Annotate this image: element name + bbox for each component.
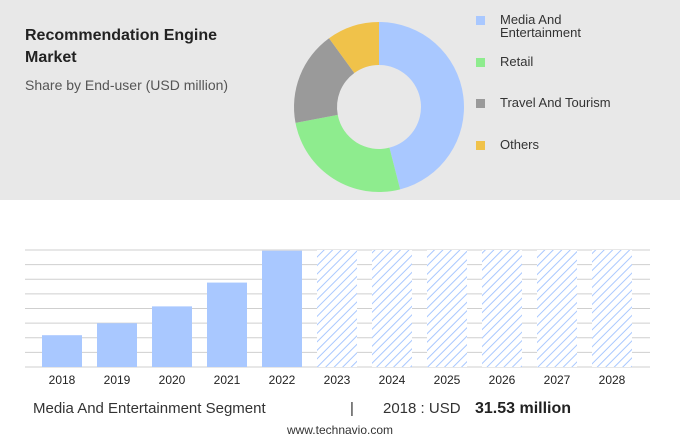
legend-item: Others <box>476 138 615 151</box>
legend-item: Retail <box>476 55 615 68</box>
legend-label: Retail <box>500 53 534 69</box>
bar <box>42 335 82 367</box>
legend-item: Media And Entertainment <box>476 13 615 39</box>
x-tick-label: 2025 <box>434 373 461 387</box>
separator: | <box>350 400 354 417</box>
value-label: 31.53 million <box>475 400 572 417</box>
legend-swatch <box>476 140 485 150</box>
bar-chart: 2018 2019 2020 2021 2022 2023 2024 2025 2026 2027… <box>25 249 650 387</box>
legend-swatch <box>476 16 485 25</box>
source: www.technavio.com <box>286 423 394 437</box>
bar <box>152 306 192 367</box>
legend-label: Media And Entertainment <box>500 12 581 40</box>
forecast-bar <box>592 250 632 367</box>
segment-label: Media And Entertainment Segment <box>33 400 266 417</box>
x-tick-label: 2028 <box>599 373 626 387</box>
x-tick-label: 2021 <box>214 373 241 387</box>
donut-slice <box>329 22 379 74</box>
x-tick-label: 2024 <box>379 373 406 387</box>
donut-chart <box>294 22 464 192</box>
donut-slice <box>295 114 401 192</box>
period-label: 2018 : USD <box>383 400 461 417</box>
forecast-bar <box>372 250 412 367</box>
legend-item: Travel And Tourism <box>476 96 615 109</box>
x-tick-label: 2023 <box>324 373 351 387</box>
legend-swatch <box>476 57 485 67</box>
donut-slice <box>294 38 355 123</box>
forecast-bar <box>317 250 357 367</box>
x-tick-label: 2026 <box>489 373 516 387</box>
x-tick-label: 2027 <box>544 373 571 387</box>
legend-swatch <box>476 99 485 108</box>
bar <box>262 250 302 367</box>
forecast-bar <box>537 250 577 367</box>
x-tick-label: 2020 <box>159 373 186 387</box>
legend-label: Others <box>500 136 540 152</box>
chart-title: Recommendation Engine Market <box>25 27 218 66</box>
footer-bar: Media And Entertainment Segment | 2018 :… <box>0 400 680 420</box>
chart-subtitle: Share by End-user (USD million) <box>25 77 229 93</box>
x-tick-label: 2022 <box>269 373 296 387</box>
forecast-bar <box>482 250 522 367</box>
bar <box>207 282 247 367</box>
x-tick-label: 2018 <box>49 373 76 387</box>
donut-slice <box>379 22 464 190</box>
forecast-bar <box>427 250 467 367</box>
bar <box>97 323 137 367</box>
x-tick-label: 2019 <box>104 373 131 387</box>
legend-label: Travel And Tourism <box>500 95 611 110</box>
